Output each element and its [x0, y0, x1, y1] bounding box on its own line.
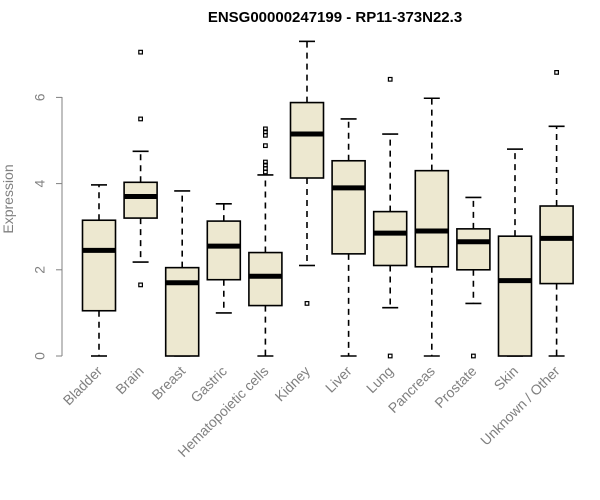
y-ticks: 0 2 4 6	[32, 93, 62, 360]
y-tick-label: 2	[32, 266, 48, 274]
iqr-box	[81, 219, 117, 312]
box-10	[497, 148, 533, 357]
y-tick-label: 0	[32, 352, 48, 360]
box-8	[414, 97, 450, 357]
iqr-box	[206, 220, 242, 281]
iqr-box	[497, 235, 533, 357]
outlier-point	[138, 116, 144, 122]
outlier-point	[263, 143, 268, 149]
iqr-box	[123, 181, 158, 219]
y-tick-label: 6	[32, 93, 48, 101]
outlier-point	[263, 132, 268, 138]
category-label: Liver	[322, 363, 355, 396]
iqr-box	[248, 251, 283, 307]
category-label: Skin	[491, 363, 522, 394]
box-11	[539, 70, 574, 357]
chart-title: ENSG00000247199 - RP11-373N22.3	[208, 9, 462, 26]
outlier-point	[138, 49, 144, 55]
box-2	[164, 190, 200, 357]
iqr-box	[414, 169, 450, 268]
box-0	[81, 184, 117, 357]
iqr-box	[456, 228, 491, 271]
y-tick-label: 4	[32, 179, 48, 187]
iqr-box	[372, 210, 408, 267]
box-4	[248, 126, 283, 357]
category-label: Kidney	[272, 363, 314, 405]
box-9	[456, 196, 491, 359]
iqr-box	[289, 101, 325, 179]
outlier-point	[554, 70, 559, 75]
outlier-point	[471, 353, 476, 359]
box-series	[81, 40, 574, 359]
iqr-box	[331, 159, 366, 255]
box-1	[123, 49, 158, 288]
box-5	[289, 40, 325, 306]
box-3	[206, 203, 242, 314]
category-label: Breast	[148, 363, 188, 403]
box-7	[372, 76, 408, 359]
box-6	[331, 118, 366, 357]
outlier-point	[138, 282, 144, 288]
outlier-point	[387, 76, 393, 82]
category-label: Prostate	[431, 363, 479, 411]
y-axis-label: Expression	[0, 164, 16, 233]
outlier-point	[263, 169, 268, 175]
category-label: Lung	[363, 363, 396, 396]
iqr-box	[539, 205, 574, 285]
category-label: Brain	[112, 363, 146, 397]
outlier-point	[304, 301, 310, 306]
category-label: Unknown / Other	[477, 363, 563, 449]
category-label: Bladder	[60, 363, 106, 409]
outlier-point	[387, 353, 393, 359]
